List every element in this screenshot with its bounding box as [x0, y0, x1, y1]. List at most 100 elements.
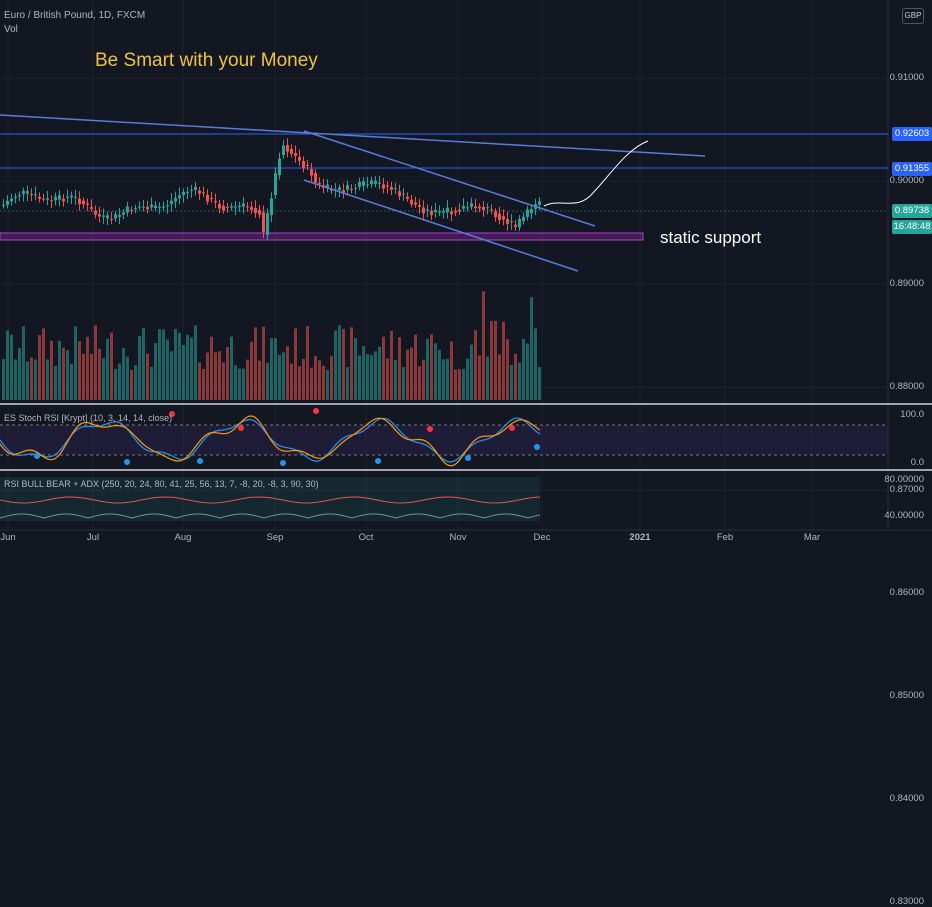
adx-line	[0, 513, 541, 519]
candle-body	[426, 209, 429, 211]
volume-bar	[514, 353, 517, 400]
candle-body	[90, 207, 93, 209]
candle-body	[78, 198, 81, 205]
volume-bar	[290, 363, 293, 400]
symbol-title[interactable]: Euro / British Pound, 1D, FXCM	[4, 10, 146, 21]
price-axis-label: 0.83000	[889, 896, 924, 907]
candle-body	[430, 211, 433, 216]
candle-body	[478, 206, 481, 209]
stoch-signal-dot	[465, 455, 471, 461]
price-axis-label: 0.87000	[889, 484, 924, 496]
volume-bar	[274, 338, 277, 400]
volume-bar	[382, 336, 385, 400]
candle-body	[354, 187, 357, 189]
candle-body	[378, 182, 381, 184]
volume-bar	[254, 327, 257, 400]
volume-bar	[322, 365, 325, 400]
candle-body	[42, 198, 45, 200]
candle-body	[230, 206, 233, 208]
stoch-band	[0, 425, 888, 455]
support-annotation[interactable]: static support	[660, 228, 762, 247]
headline-annotation[interactable]: Be Smart with your Money	[95, 50, 318, 71]
volume-bar	[330, 356, 333, 400]
volume-bar	[234, 365, 237, 400]
currency-button[interactable]: GBP	[902, 8, 924, 24]
chart-canvas[interactable]	[0, 0, 932, 550]
candle-body	[486, 207, 489, 209]
volume-bar	[310, 367, 313, 400]
price-axis-label: 0.84000	[889, 793, 924, 805]
volume-bar	[426, 338, 429, 400]
price-axis-label: 0.86000	[889, 587, 924, 599]
candle-body	[14, 196, 17, 198]
volume-bar	[158, 329, 161, 400]
volume-bar	[538, 367, 541, 400]
volume-bar	[534, 328, 537, 400]
candle-body	[170, 200, 173, 205]
volume-bar	[30, 357, 33, 400]
volume-bar	[98, 348, 101, 400]
candle-body	[290, 149, 293, 154]
candle-body	[138, 206, 141, 208]
volume-bar	[342, 328, 345, 400]
candle-body	[302, 161, 305, 169]
volume-bar	[266, 362, 269, 400]
candle-body	[270, 198, 273, 215]
candle-body	[130, 210, 133, 212]
candle-body	[342, 190, 345, 193]
volume-bar	[450, 341, 453, 400]
rsi-axis-80: 80.00000	[884, 474, 924, 485]
volume-bar	[410, 347, 413, 400]
volume-bar	[82, 353, 85, 400]
volume-bar	[142, 328, 145, 400]
candle-body	[306, 165, 309, 166]
volume-bar	[246, 359, 249, 400]
candle-body	[226, 207, 229, 209]
volume-bar	[34, 359, 37, 400]
trendline-long	[0, 114, 706, 157]
price-axis-label: 0.85000	[889, 690, 924, 702]
volume-bar	[282, 352, 285, 400]
volume-bar	[510, 364, 513, 400]
candle-body	[510, 221, 513, 223]
volume-bar	[22, 326, 25, 400]
candle-body	[26, 191, 29, 194]
volume-bar	[258, 360, 261, 400]
rsi-adx-label[interactable]: RSI BULL BEAR + ADX (250, 20, 24, 80, 41…	[4, 479, 319, 489]
candle-body	[242, 203, 245, 207]
volume-bar	[138, 335, 141, 400]
candle-body	[146, 206, 149, 210]
volume-bar	[418, 366, 421, 400]
candle-body	[58, 195, 61, 200]
volume-bar	[438, 349, 441, 400]
stoch-rsi-label[interactable]: ES Stoch RSI [Krypt] (10, 3, 14, 14, clo…	[4, 413, 173, 423]
candle-body	[202, 192, 205, 194]
price-axis-label: 0.89000	[889, 278, 924, 290]
candle-body	[538, 201, 541, 205]
volume-bar	[62, 347, 65, 400]
candle-body	[206, 194, 209, 202]
volume-bar	[486, 356, 489, 400]
volume-bar	[222, 362, 225, 400]
volume-bar	[462, 368, 465, 400]
candle-body	[186, 191, 189, 193]
candle-body	[282, 145, 285, 155]
volume-bar	[218, 351, 221, 400]
volume-bar	[378, 346, 381, 400]
candle-body	[234, 206, 237, 208]
volume-label: Vol	[4, 24, 18, 35]
volume-bar	[430, 334, 433, 400]
candle-body	[394, 188, 397, 190]
volume-bar	[46, 359, 49, 400]
stoch-signal-dot	[124, 459, 130, 465]
volume-bar	[178, 332, 181, 400]
candle-body	[126, 206, 129, 213]
volume-bar	[358, 355, 361, 400]
candle-body	[210, 197, 213, 199]
stoch-signal-dot	[313, 408, 319, 414]
candle-body	[86, 203, 89, 205]
candle-body	[526, 209, 529, 217]
rsi-axis-40: 40.00000	[884, 510, 924, 521]
candle-body	[346, 185, 349, 190]
volume-bar	[78, 341, 81, 400]
